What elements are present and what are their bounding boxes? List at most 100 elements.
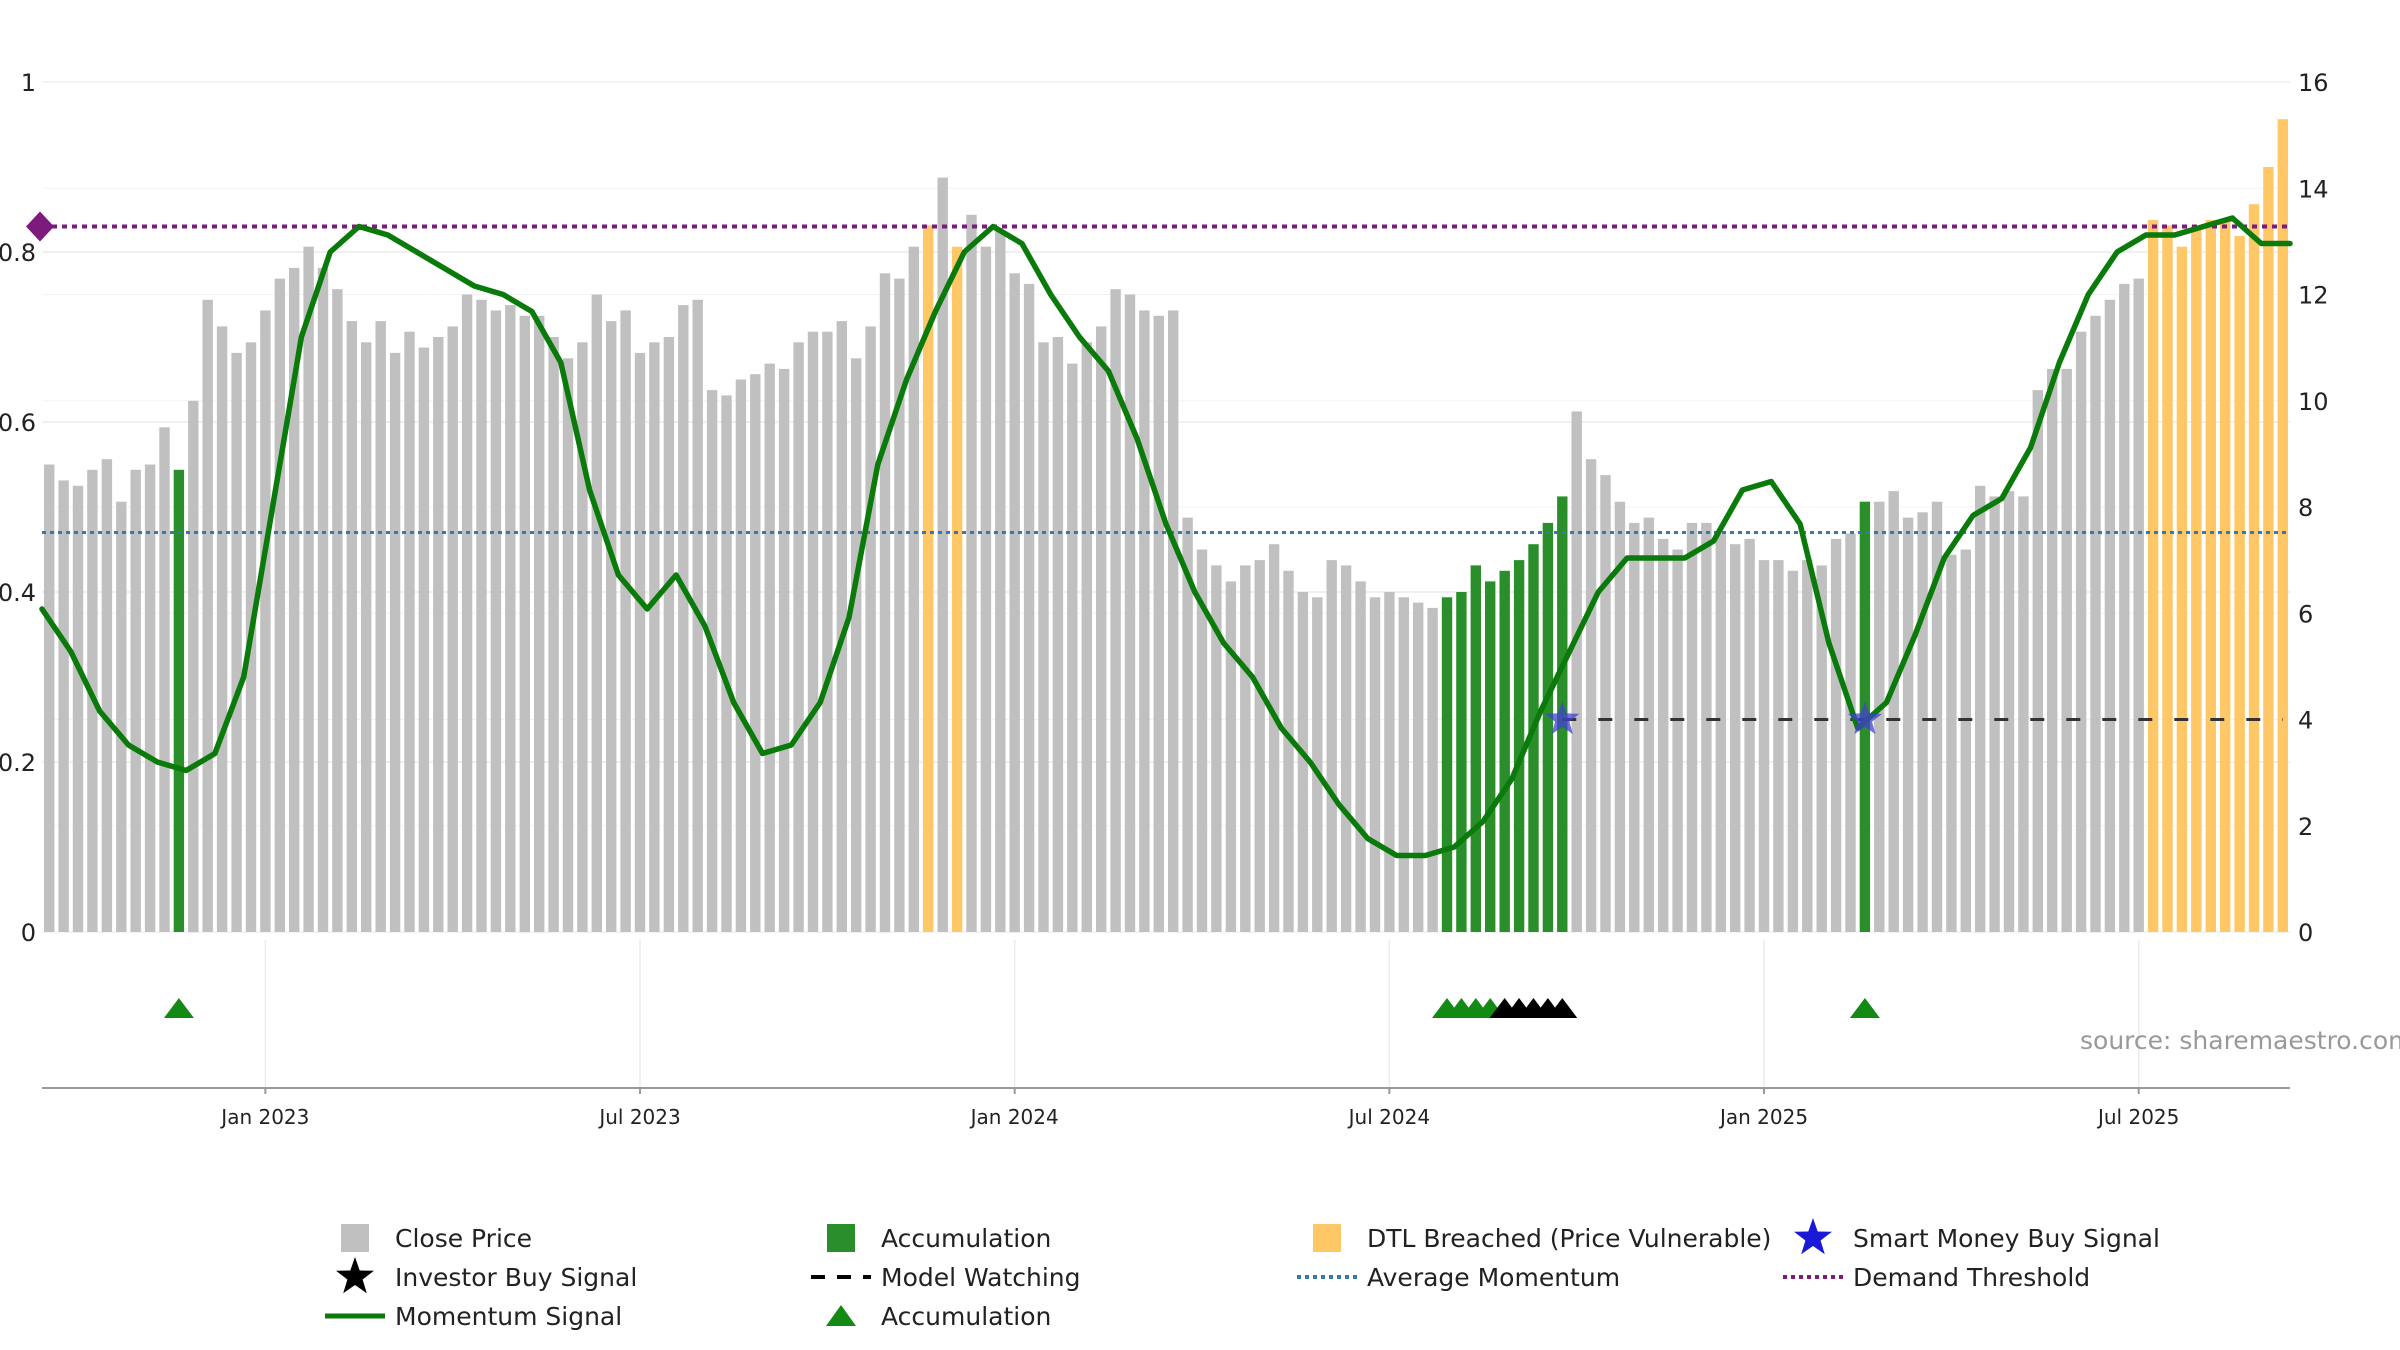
left-axis-tick-label: 0.8 <box>0 239 36 267</box>
close-price-bar <box>1816 565 1827 932</box>
legend-square-icon <box>827 1224 855 1252</box>
close-price-bar <box>1701 522 1712 932</box>
close-price-bar <box>1730 544 1741 932</box>
legend-item: Smart Money Buy Signal <box>1794 1218 2160 1255</box>
close-price-bar <box>822 331 833 932</box>
close-price-bar <box>2061 368 2072 932</box>
close-price-bar <box>1139 310 1150 932</box>
close-price-bar <box>663 337 675 932</box>
legend-label: DTL Breached (Price Vulnerable) <box>1367 1224 1771 1253</box>
close-price-bar <box>1124 294 1136 932</box>
legend-label: Accumulation <box>881 1302 1051 1331</box>
legend-item: Demand Threshold <box>1783 1263 2090 1292</box>
legend-square-icon <box>1313 1224 1341 1252</box>
close-price-bar <box>1038 342 1049 932</box>
close-price-bar <box>606 321 617 933</box>
close-price-bar <box>433 337 444 932</box>
close-price-bar <box>274 278 285 933</box>
legend-item: Momentum Signal <box>325 1302 622 1331</box>
reference-lines <box>26 211 2290 721</box>
close-price-bar <box>1902 517 1914 932</box>
dtl-bar <box>2263 167 2274 932</box>
close-price-bar <box>1384 592 1395 932</box>
close-price-bar <box>591 294 602 932</box>
right-axis-tick-label: 16 <box>2298 69 2329 97</box>
close-price-bar <box>159 427 170 932</box>
close-price-bar <box>1312 597 1323 932</box>
source-label: source: sharemaestro.com <box>2080 1026 2400 1055</box>
demand-threshold-marker <box>26 211 54 242</box>
momentum-layer <box>39 215 2293 859</box>
close-price-bar <box>1571 411 1582 932</box>
close-price-bar <box>894 278 905 933</box>
dtl-bar <box>2176 246 2188 932</box>
accumulation-bar <box>1456 592 1467 932</box>
left-axis-tick-label: 0.4 <box>0 579 36 607</box>
close-price-bar <box>908 246 919 932</box>
close-price-bar <box>58 480 69 932</box>
legend-label: Momentum Signal <box>395 1302 622 1331</box>
accumulation-bar <box>1441 597 1453 932</box>
close-price-bar <box>1643 517 1654 932</box>
accumulation-bar <box>1513 560 1525 932</box>
close-price-bar <box>778 368 790 932</box>
close-price-bar <box>188 400 199 933</box>
close-price-bar <box>1355 581 1366 932</box>
legend-item: DTL Breached (Price Vulnerable) <box>1313 1224 1771 1253</box>
close-price-bar <box>1110 289 1121 932</box>
accumulation-triangle <box>1849 998 1880 1018</box>
accumulation-bar <box>173 469 185 932</box>
dtl-bar <box>2191 225 2202 932</box>
close-price-bar <box>1297 592 1309 932</box>
close-price-bar <box>937 177 948 933</box>
accumulation-triangle <box>163 998 194 1018</box>
bars-layer <box>44 119 2288 933</box>
close-price-bar <box>1975 485 1986 933</box>
close-price-bar <box>1787 570 1799 933</box>
close-price-bar <box>1398 597 1409 932</box>
close-price-bar <box>130 469 141 932</box>
close-price-bar <box>505 305 516 933</box>
close-price-bar <box>1009 273 1020 933</box>
close-price-bar <box>260 310 271 932</box>
legend-item: Model Watching <box>811 1263 1081 1292</box>
close-price-bar <box>1023 283 1035 932</box>
close-price-bar <box>2003 491 2015 932</box>
legend-label: Model Watching <box>881 1263 1081 1292</box>
close-price-bar <box>1773 560 1784 932</box>
close-price-bar <box>476 299 487 932</box>
right-axis-tick-label: 12 <box>2298 282 2329 310</box>
close-price-bar <box>836 321 847 933</box>
investor-buy-triangle <box>1547 998 1578 1018</box>
close-price-bar <box>1340 565 1352 932</box>
close-price-bar <box>1427 607 1438 932</box>
close-price-bar <box>2090 315 2101 933</box>
close-price-bar <box>1369 597 1381 932</box>
close-price-bar <box>1830 538 1842 932</box>
close-price-bar <box>1917 512 1928 932</box>
close-price-bar <box>851 358 862 933</box>
close-price-bar <box>735 379 747 932</box>
gridlines <box>42 81 2290 1088</box>
close-price-bar <box>1989 496 2000 932</box>
close-price-bar <box>144 464 156 932</box>
dtl-bar <box>2205 220 2216 933</box>
legend-triangle-icon <box>826 1305 856 1326</box>
close-price-bar <box>764 363 775 933</box>
right-axis-tick-label: 8 <box>2298 494 2313 522</box>
right-axis-tick-label: 6 <box>2298 600 2313 628</box>
dtl-bar <box>2234 236 2245 933</box>
close-price-bar <box>490 310 502 932</box>
close-price-bar <box>289 267 300 932</box>
close-price-bar <box>995 230 1006 933</box>
dtl-bar <box>923 225 934 932</box>
dtl-bar <box>2248 204 2260 932</box>
close-price-bar <box>1874 501 1885 932</box>
close-price-bar <box>2133 278 2144 933</box>
close-price-bar <box>807 331 819 932</box>
close-price-bar <box>1196 549 1208 932</box>
close-price-bar <box>750 374 761 932</box>
left-axis-tick-label: 1 <box>21 69 36 97</box>
close-price-bar <box>1153 315 1164 933</box>
legend-item: Accumulation <box>827 1224 1051 1253</box>
